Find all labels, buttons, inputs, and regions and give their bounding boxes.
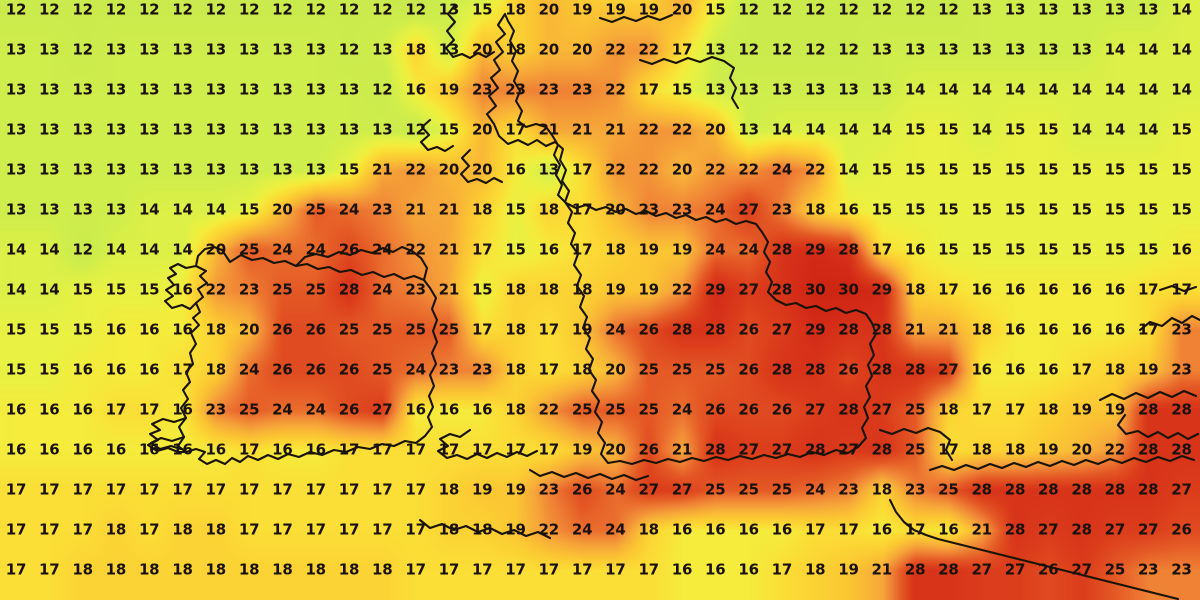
temperature-forecast-map[interactable]: 12 12 12 12 12 12 12 12 12 12 12 12 12 13 15 18 20 19 19 19… <box>0 0 1200 600</box>
temperature-heatmap-layer <box>0 0 1200 600</box>
